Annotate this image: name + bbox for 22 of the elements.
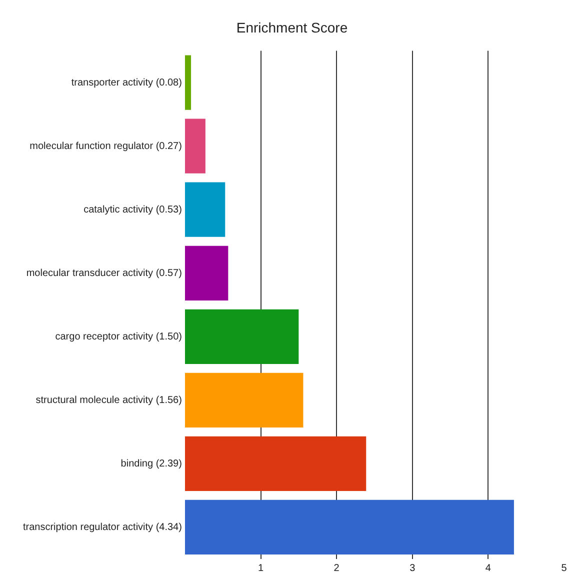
y-tick-label: binding (2.39) — [120, 458, 182, 470]
y-tick-label: molecular transducer activity (0.57) — [26, 268, 182, 279]
x-tick-label: 2 — [334, 562, 340, 574]
x-tick-label: 3 — [410, 562, 416, 574]
bar — [184, 118, 206, 174]
x-tick-label: 5 — [561, 562, 568, 574]
bar — [184, 372, 304, 428]
bar — [184, 309, 299, 364]
bar — [184, 500, 514, 555]
chart-title: Enrichment Score — [236, 19, 348, 36]
y-tick-label: transcription regulator activity (4.34) — [22, 522, 182, 533]
y-tick-label: structural molecule activity (1.56) — [36, 394, 182, 406]
bar — [184, 55, 192, 110]
x-tick-label: 1 — [258, 562, 264, 574]
y-tick-label: cargo receptor activity (1.50) — [55, 331, 182, 342]
y-tick-label: catalytic activity (0.53) — [84, 204, 182, 216]
bar — [184, 436, 366, 492]
bar — [184, 246, 228, 300]
y-tick-label: transporter activity (0.08) — [71, 77, 182, 88]
y-tick-label: molecular function regulator (0.27) — [30, 140, 182, 152]
x-tick-label: 4 — [485, 562, 492, 574]
bar — [184, 182, 226, 237]
